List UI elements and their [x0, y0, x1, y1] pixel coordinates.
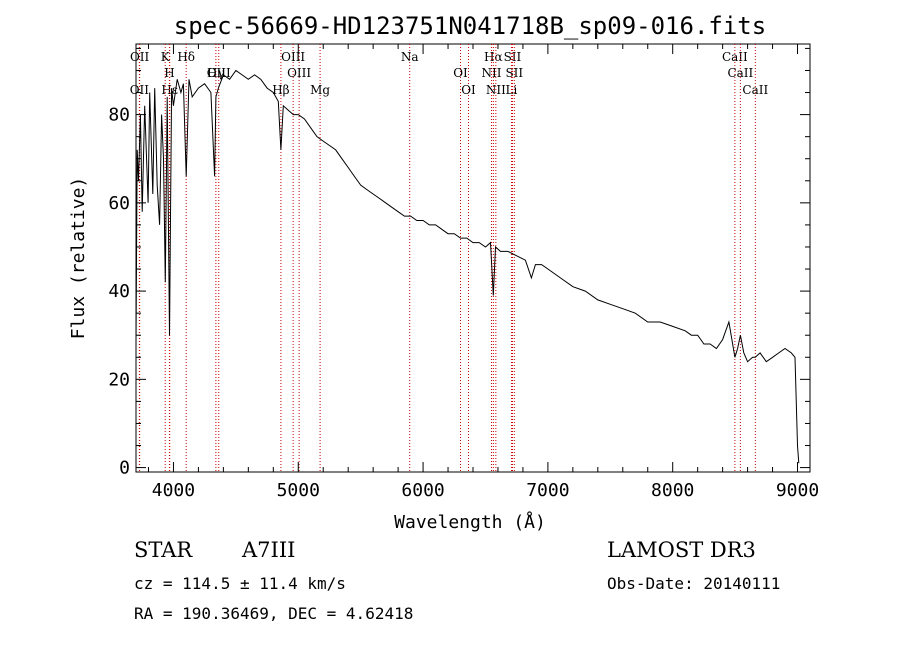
y-tick-label: 60 — [108, 193, 130, 214]
line-marker-label: OIII — [287, 66, 311, 80]
line-marker-label: OII — [130, 50, 150, 64]
line-marker-label: NII — [481, 66, 501, 80]
plot-frame — [135, 43, 811, 473]
chart-title: spec-56669-HD123751N041718B_sp09-016.fit… — [174, 12, 766, 40]
x-tick-label: 9000 — [776, 480, 819, 501]
spectrum-line — [135, 69, 800, 464]
x-tick-label: 5000 — [277, 480, 320, 501]
obs-date-text: Obs-Date: 20140111 — [607, 574, 781, 593]
object-subclass: A7III — [242, 538, 296, 562]
survey-name: LAMOST DR3 — [607, 538, 756, 562]
line-marker-label: NII — [486, 83, 506, 97]
line-marker-label: Hα — [484, 50, 503, 64]
x-tick-label: 8000 — [651, 480, 694, 501]
line-marker-label: SII — [504, 50, 522, 64]
y-tick-label: 0 — [119, 458, 130, 479]
line-marker-label: OIII — [281, 50, 305, 64]
y-tick-label: 80 — [108, 105, 130, 126]
redshift-text: cz = 114.5 ± 11.4 km/s — [134, 574, 346, 593]
y-tick-label: 20 — [108, 369, 130, 390]
x-axis-label: Wavelength (Å) — [394, 511, 546, 533]
line-marker-label: OI — [453, 66, 468, 80]
radec-text: RA = 190.36469, DEC = 4.62418 — [134, 604, 414, 623]
axis-ticks: 4000 5000 6000 7000 8000 9000 0 20 40 60 80 — [108, 44, 819, 501]
line-marker-label: Li — [506, 83, 518, 97]
line-marker-label: Na — [401, 50, 419, 64]
line-marker-label: Hβ — [272, 83, 289, 97]
line-marker-label: OI — [461, 83, 476, 97]
line-marker-label: Hδ — [177, 50, 195, 64]
x-tick-label: 7000 — [526, 480, 569, 501]
line-marker-label: K — [161, 50, 171, 64]
line-marker-label: CaII — [742, 83, 768, 97]
line-marker-label: SII — [505, 66, 523, 80]
object-class: STAR — [134, 538, 193, 562]
x-tick-label: 6000 — [401, 480, 444, 501]
line-marker-label: CaII — [722, 50, 748, 64]
line-marker-label: H — [164, 66, 174, 80]
y-tick-label: 40 — [108, 281, 130, 302]
line-markers: HδHγHεKHOIIOIIOIIIHβOIIIOIIIMgNaOIOIHαNI… — [130, 44, 768, 472]
line-marker-label: CaII — [727, 66, 753, 80]
line-marker-label: Mg — [310, 83, 330, 97]
x-tick-label: 4000 — [152, 480, 195, 501]
y-axis-label: Flux (relative) — [68, 177, 89, 340]
line-marker-label: Hγ — [207, 66, 225, 80]
